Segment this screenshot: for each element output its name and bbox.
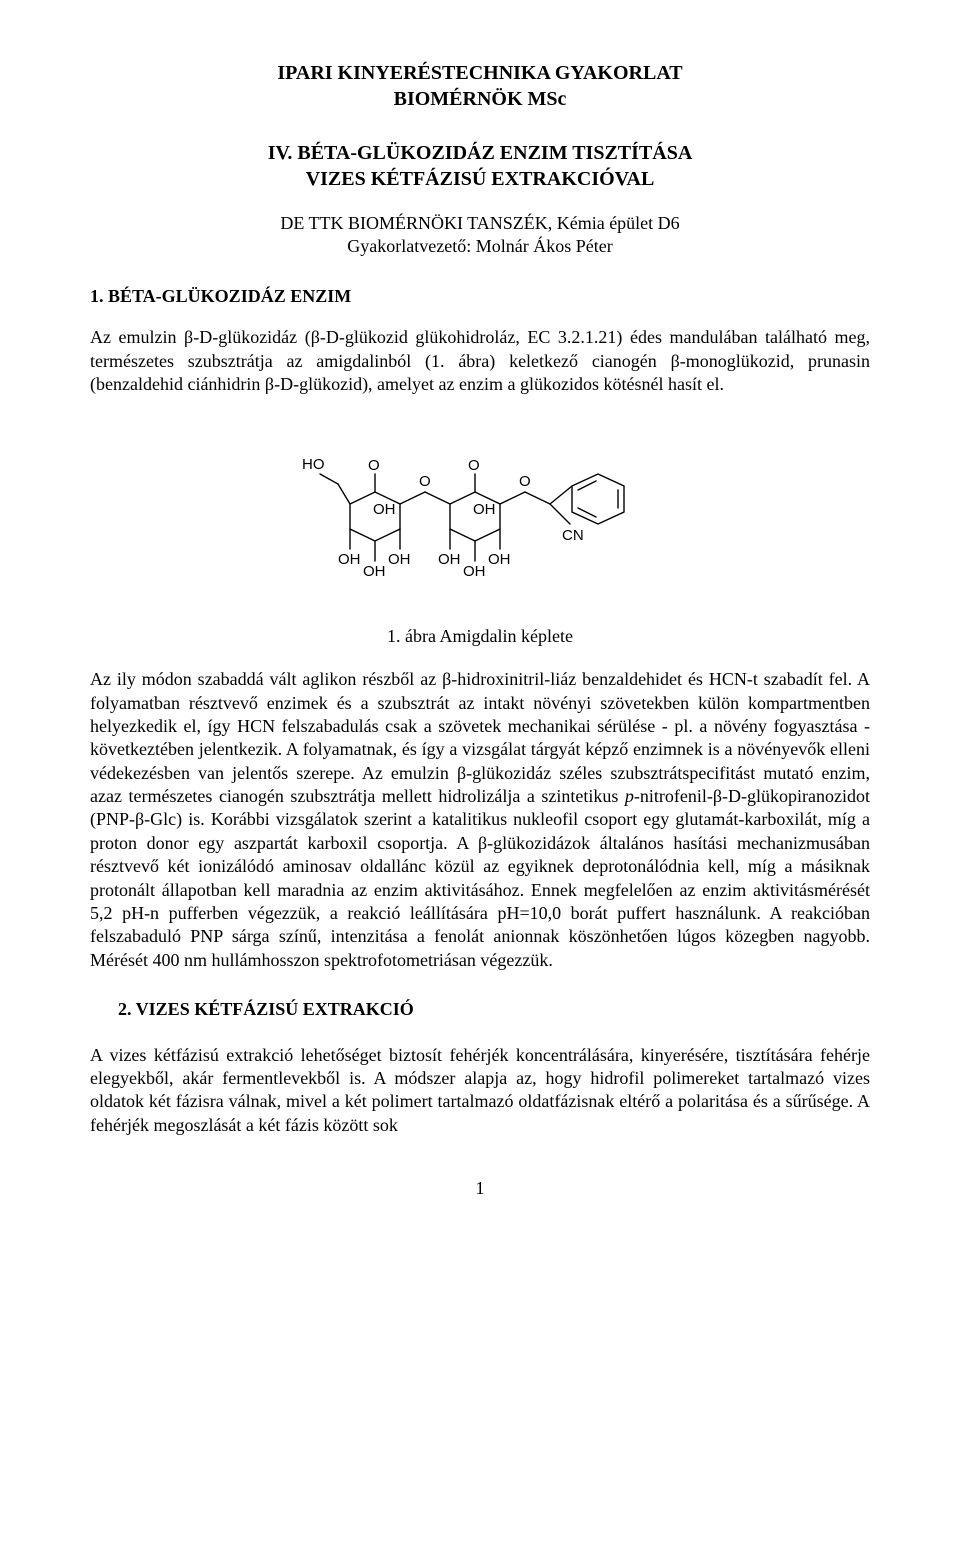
- amigdalin-structure-icon: HO O O O O OH OH OH OH OH OH OH OH CN: [300, 414, 660, 614]
- section-1-paragraph-2: Az ily módon szabaddá vált aglikon részb…: [90, 668, 870, 972]
- label-oh-4: OH: [438, 551, 461, 568]
- label-ho: HO: [302, 456, 325, 473]
- label-oh-3b: OH: [373, 501, 396, 518]
- subtitle-line-2: VIZES KÉTFÁZISÚ EXTRAKCIÓVAL: [90, 166, 870, 192]
- label-oh-1: OH: [338, 551, 361, 568]
- page-number: 1: [90, 1177, 870, 1200]
- section-2-paragraph-1: A vizes kétfázisú extrakció lehetőséget …: [90, 1044, 870, 1138]
- label-o-3: O: [468, 457, 480, 474]
- supervisor-line: Gyakorlatvezető: Molnár Ákos Péter: [90, 235, 870, 258]
- author-block: DE TTK BIOMÉRNÖKI TANSZÉK, Kémia épület …: [90, 212, 870, 259]
- figure-caption: 1. ábra Amigdalin képlete: [90, 625, 870, 648]
- label-cn: CN: [562, 527, 584, 544]
- section-1-heading: 1. BÉTA-GLÜKOZIDÁZ ENZIM: [90, 285, 870, 308]
- label-oh-5: OH: [463, 563, 486, 580]
- label-oh-3: OH: [388, 551, 411, 568]
- title-line-1: IPARI KINYERÉSTECHNIKA GYAKORLAT: [90, 60, 870, 86]
- label-oh-6: OH: [488, 551, 511, 568]
- section-1-paragraph-1: Az emulzin β-D-glükozidáz (β-D-glükozid …: [90, 326, 870, 396]
- label-o-2: O: [419, 473, 431, 490]
- document-title: IPARI KINYERÉSTECHNIKA GYAKORLAT BIOMÉRN…: [90, 60, 870, 112]
- para2-italic-p: p: [625, 786, 634, 806]
- label-o-1: O: [368, 457, 380, 474]
- figure-amigdalin: HO O O O O OH OH OH OH OH OH OH OH CN: [90, 414, 870, 620]
- title-line-2: BIOMÉRNÖK MSc: [90, 86, 870, 112]
- section-2-heading: 2. VIZES KÉTFÁZISÚ EXTRAKCIÓ: [90, 998, 870, 1021]
- label-o-4: O: [519, 473, 531, 490]
- para2-part2: -nitrofenil-β-D-glükopiranozidot (PNP-β-…: [90, 786, 870, 970]
- subtitle-line-1: IV. BÉTA-GLÜKOZIDÁZ ENZIM TISZTÍTÁSA: [90, 140, 870, 166]
- label-oh-2: OH: [363, 563, 386, 580]
- department-line: DE TTK BIOMÉRNÖKI TANSZÉK, Kémia épület …: [90, 212, 870, 235]
- document-subtitle: IV. BÉTA-GLÜKOZIDÁZ ENZIM TISZTÍTÁSA VIZ…: [90, 140, 870, 192]
- label-oh-7: OH: [473, 501, 496, 518]
